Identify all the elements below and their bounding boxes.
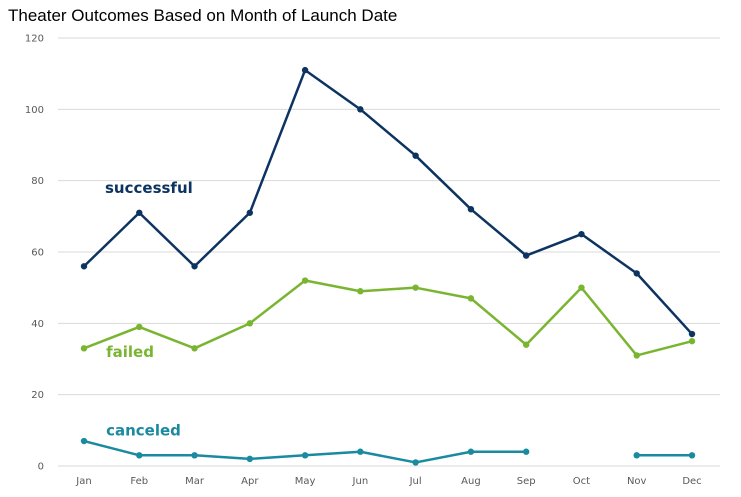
data-point-canceled: [688, 452, 696, 459]
data-point-failed: [633, 352, 640, 359]
data-point-successful: [191, 263, 198, 270]
y-tick-label: 60: [31, 248, 44, 259]
y-tick-label: 40: [31, 319, 44, 330]
data-point-canceled: [412, 459, 419, 466]
x-tick-label: May: [295, 476, 316, 487]
x-tick-label: Mar: [185, 476, 205, 487]
data-point-failed: [412, 284, 419, 291]
data-point-canceled: [136, 452, 143, 459]
x-tick-label: Sep: [517, 476, 536, 487]
x-tick-label: Jun: [352, 476, 369, 487]
data-point-failed: [522, 341, 530, 348]
data-point-canceled: [467, 448, 475, 455]
data-point-failed: [136, 323, 143, 331]
chart-title: Theater Outcomes Based on Month of Launc…: [8, 6, 398, 25]
data-point-failed: [357, 288, 364, 295]
data-point-canceled: [522, 448, 530, 455]
x-tick-label: Apr: [241, 476, 259, 487]
x-tick-label: Aug: [461, 476, 481, 487]
y-tick-label: 20: [31, 390, 44, 401]
data-point-failed: [467, 295, 475, 302]
data-point-successful: [246, 209, 254, 216]
data-point-successful: [357, 106, 364, 113]
series-label-canceled: canceled: [106, 422, 181, 440]
x-tick-label: Nov: [627, 476, 647, 487]
data-point-canceled: [80, 437, 88, 445]
x-tick-label: Feb: [130, 476, 148, 487]
data-point-successful: [578, 230, 585, 238]
data-point-successful: [633, 270, 640, 277]
y-tick-label: 120: [25, 34, 44, 45]
data-point-failed: [301, 277, 309, 284]
data-point-successful: [136, 209, 143, 216]
y-tick-label: 100: [25, 105, 44, 116]
series-line-canceled: [83, 439, 527, 464]
series-label-successful: successful: [105, 179, 193, 197]
x-tick-label: Dec: [682, 476, 701, 487]
series-line-successful: [83, 68, 693, 335]
data-point-failed: [688, 337, 696, 345]
data-point-failed: [191, 345, 198, 352]
data-point-successful: [467, 206, 475, 213]
data-point-canceled: [191, 452, 198, 459]
series-label-failed: failed: [106, 343, 154, 361]
data-point-canceled: [357, 448, 364, 455]
data-point-failed: [246, 320, 254, 327]
data-point-canceled: [633, 452, 640, 459]
x-tick-label: Oct: [573, 476, 590, 487]
series-line-failed: [83, 279, 693, 357]
y-tick-label: 0: [38, 462, 44, 473]
y-tick-label: 80: [31, 176, 44, 187]
data-point-successful: [80, 263, 88, 270]
data-point-successful: [522, 252, 530, 259]
data-point-failed: [578, 284, 585, 291]
x-tick-label: Jul: [409, 476, 422, 487]
data-point-failed: [80, 345, 88, 352]
data-point-successful: [688, 330, 696, 338]
x-tick-label: Jan: [75, 476, 91, 487]
data-point-canceled: [246, 455, 254, 463]
data-point-successful: [301, 66, 309, 74]
data-point-canceled: [301, 452, 309, 459]
data-point-successful: [412, 152, 419, 159]
